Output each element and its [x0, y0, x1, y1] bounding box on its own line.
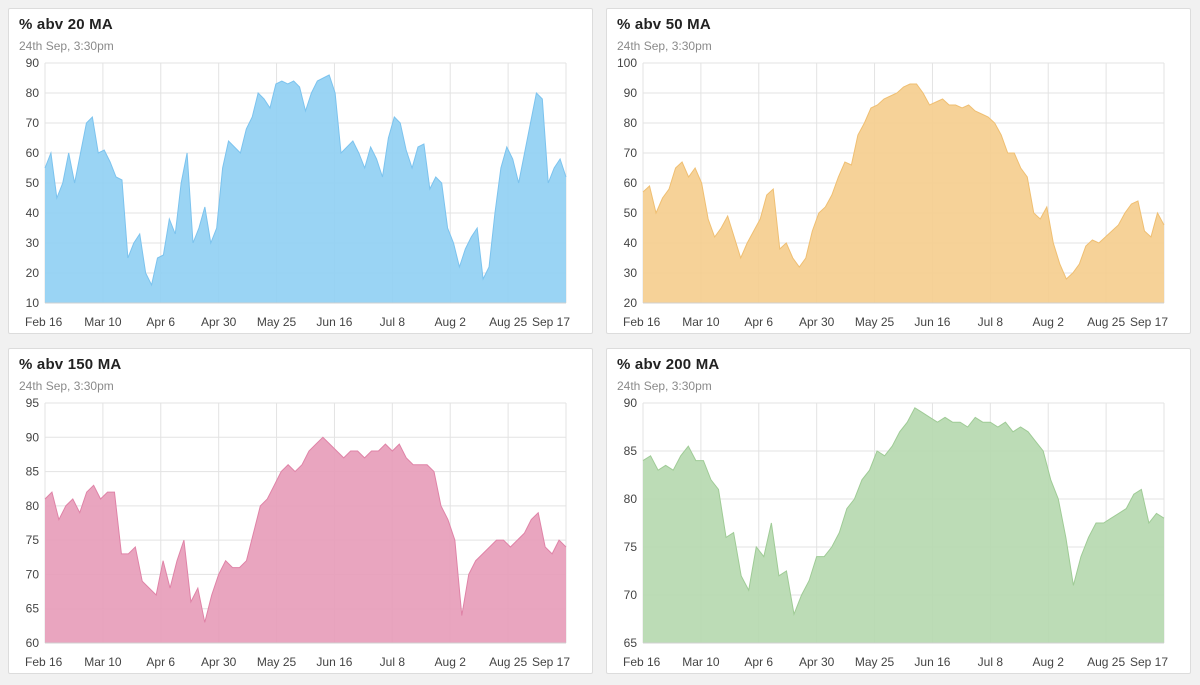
area-series [45, 75, 566, 303]
x-tick-label: Aug 2 [435, 655, 467, 669]
series-line [44, 436, 567, 623]
x-tick-label: Sep 17 [532, 315, 570, 329]
x-tick-label: Jun 16 [316, 315, 352, 329]
x-tick-label: May 25 [855, 315, 895, 329]
y-tick-label: 20 [26, 266, 40, 280]
y-tick-label: 90 [624, 86, 638, 100]
chart-title: % abv 150 MA [19, 356, 122, 373]
x-tick-label: Jun 16 [914, 315, 950, 329]
y-tick-label: 40 [624, 236, 638, 250]
chart-timestamp: 24th Sep, 3:30pm [617, 379, 712, 393]
y-tick-label: 80 [624, 492, 638, 506]
x-tick-label: Jul 8 [380, 655, 406, 669]
x-tick-label: Apr 6 [744, 315, 773, 329]
x-tick-label: Apr 30 [201, 315, 237, 329]
chart-card-200ma: % abv 200 MA 24th Sep, 3:30pm 65 70 75 80 85… [606, 348, 1191, 674]
x-tick-label: May 25 [855, 655, 895, 669]
x-tick-label: Feb 16 [623, 315, 661, 329]
x-tick-label: Apr 6 [744, 655, 773, 669]
y-tick-label: 80 [624, 116, 638, 130]
x-tick-label: Aug 25 [1087, 655, 1125, 669]
y-tick-label: 80 [26, 499, 40, 513]
x-tick-label: Feb 16 [25, 315, 63, 329]
chart-title: % abv 20 MA [19, 16, 113, 33]
chart-timestamp: 24th Sep, 3:30pm [617, 39, 712, 53]
x-tick-label: May 25 [257, 315, 297, 329]
x-tick-label: Feb 16 [25, 655, 63, 669]
x-tick-label: Aug 2 [1033, 655, 1065, 669]
y-tick-label: 75 [26, 533, 40, 547]
y-tick-label: 30 [26, 236, 40, 250]
y-tick-label: 70 [624, 588, 638, 602]
chart-card-50ma: % abv 50 MA 24th Sep, 3:30pm 20 30 40 50 60 7… [606, 8, 1191, 334]
y-tick-label: 90 [624, 396, 638, 410]
y-tick-label: 30 [624, 266, 638, 280]
chart-timestamp: 24th Sep, 3:30pm [19, 39, 114, 53]
y-tick-label: 65 [624, 636, 638, 650]
series-line [642, 407, 1165, 617]
y-tick-label: 85 [26, 465, 40, 479]
chart-card-150ma: % abv 150 MA 24th Sep, 3:30pm 60 65 70 75 80… [8, 348, 593, 674]
y-tick-label: 20 [624, 296, 638, 310]
x-tick-label: Mar 10 [84, 655, 122, 669]
chart-timestamp: 24th Sep, 3:30pm [19, 379, 114, 393]
x-tick-label: Apr 30 [201, 655, 237, 669]
chart-title: % abv 50 MA [617, 16, 711, 33]
y-tick-label: 60 [26, 146, 40, 160]
x-tick-label: Jul 8 [380, 315, 406, 329]
x-tick-label: Jul 8 [978, 315, 1004, 329]
x-tick-label: May 25 [257, 655, 297, 669]
x-tick-label: Aug 25 [489, 315, 527, 329]
x-tick-label: Jun 16 [914, 655, 950, 669]
x-tick-label: Aug 2 [435, 315, 467, 329]
x-tick-label: Sep 17 [1130, 315, 1168, 329]
x-tick-label: Feb 16 [623, 655, 661, 669]
y-tick-label: 75 [624, 540, 638, 554]
series-line [44, 74, 567, 287]
area-chart-150ma: 60 65 70 75 80 85 90 95 Feb 16 Mar 10 Apr 6 Apr 30 M… [25, 396, 570, 669]
x-tick-label: Apr 30 [799, 315, 835, 329]
chart-card-20ma: % abv 20 MA 24th Sep, 3:30pm 10 20 30 40 50 6… [8, 8, 593, 334]
x-tick-label: Mar 10 [84, 315, 122, 329]
y-tick-label: 70 [624, 146, 638, 160]
y-tick-label: 95 [26, 396, 40, 410]
x-tick-label: Mar 10 [682, 315, 720, 329]
series-line [642, 83, 1165, 280]
x-tick-label: Mar 10 [682, 655, 720, 669]
x-tick-label: Aug 25 [489, 655, 527, 669]
y-tick-label: 100 [617, 56, 637, 70]
chart-title: % abv 200 MA [617, 356, 720, 373]
x-tick-label: Aug 2 [1033, 315, 1065, 329]
y-tick-label: 85 [624, 444, 638, 458]
area-series [643, 84, 1164, 303]
area-chart-20ma: 10 20 30 40 50 60 70 80 90 Feb 16 Mar 10 Apr 6 Apr 3… [25, 56, 570, 329]
x-tick-label: Aug 25 [1087, 315, 1125, 329]
x-tick-label: Sep 17 [1130, 655, 1168, 669]
x-tick-label: Jun 16 [316, 655, 352, 669]
x-tick-label: Jul 8 [978, 655, 1004, 669]
x-tick-label: Apr 6 [146, 315, 175, 329]
y-tick-label: 50 [624, 206, 638, 220]
y-tick-label: 80 [26, 86, 40, 100]
x-tick-label: Sep 17 [532, 655, 570, 669]
y-tick-label: 70 [26, 116, 40, 130]
y-tick-label: 65 [26, 602, 40, 616]
area-chart-50ma: 20 30 40 50 60 70 80 90 100 Feb 16 Mar 10 Apr 6 Apr … [617, 56, 1168, 329]
y-tick-label: 90 [26, 56, 40, 70]
area-series [45, 437, 566, 643]
y-tick-label: 70 [26, 567, 40, 581]
y-tick-label: 40 [26, 206, 40, 220]
area-chart-200ma: 65 70 75 80 85 90 Feb 16 Mar 10 Apr 6 Apr 30 May 2… [623, 396, 1168, 669]
y-tick-label: 60 [624, 176, 638, 190]
y-tick-label: 90 [26, 430, 40, 444]
y-tick-label: 50 [26, 176, 40, 190]
x-tick-label: Apr 30 [799, 655, 835, 669]
x-tick-label: Apr 6 [146, 655, 175, 669]
y-tick-label: 10 [26, 296, 40, 310]
y-tick-label: 60 [26, 636, 40, 650]
area-series [643, 407, 1164, 643]
